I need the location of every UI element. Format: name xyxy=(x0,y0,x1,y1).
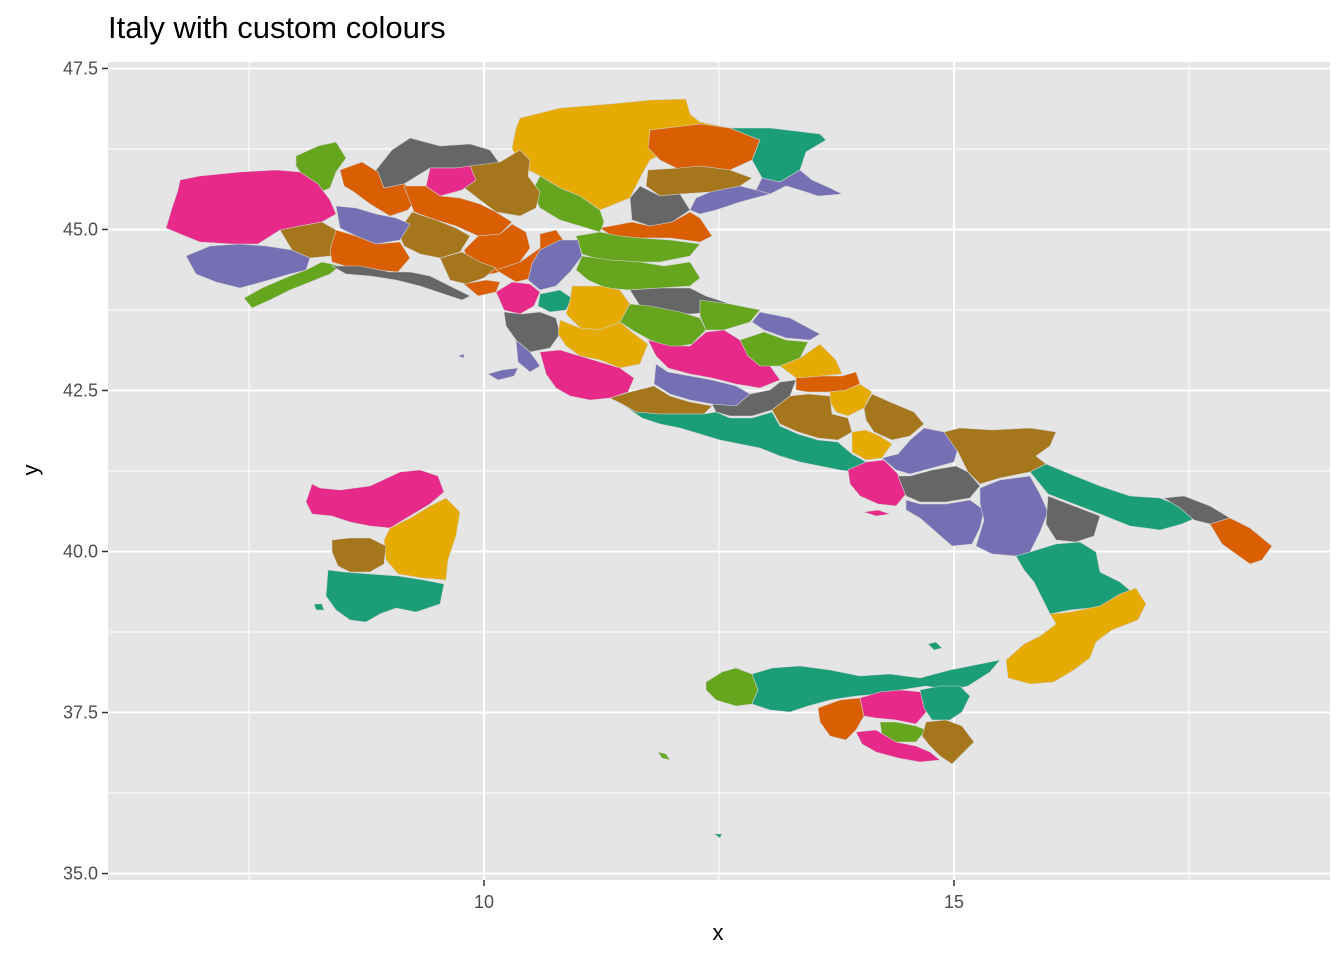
y-tick-label: 42.5 xyxy=(63,380,98,400)
y-axis-title: y xyxy=(18,465,43,476)
chart-title: Italy with custom colours xyxy=(108,10,446,45)
region-messina-catania xyxy=(919,685,971,721)
region-lecce xyxy=(1209,517,1273,565)
axes: 10 15 35.0 37.5 40.0 42.5 45.0 47.5 xyxy=(63,58,964,912)
region-bologna xyxy=(527,239,583,291)
y-tick-label: 40.0 xyxy=(63,542,98,562)
region-biella-vercelli xyxy=(335,205,411,245)
region-genova xyxy=(330,265,471,301)
y-tick-label: 45.0 xyxy=(63,219,98,239)
region-liguria-imperia xyxy=(243,261,341,309)
y-tick-label: 37.5 xyxy=(63,703,98,723)
region-massa-lucca xyxy=(495,281,541,315)
region-ragusa xyxy=(855,729,941,763)
region-foggia xyxy=(943,427,1057,485)
region-matera xyxy=(1045,495,1101,543)
region-pisa xyxy=(503,311,561,353)
region-la-spezia xyxy=(463,279,501,297)
region-roma-latina xyxy=(621,403,867,473)
y-tick-label: 35.0 xyxy=(63,864,98,884)
region-siracusa xyxy=(921,719,975,765)
x-tick-label: 10 xyxy=(474,892,494,912)
region-cagliari xyxy=(325,569,445,623)
region-perugia xyxy=(647,329,781,389)
region-caltanissetta xyxy=(859,689,929,725)
region-livorno xyxy=(515,339,541,373)
island-giglio xyxy=(457,353,465,359)
region-avellino xyxy=(897,465,981,503)
region-nuoro xyxy=(383,497,461,581)
region-brescia xyxy=(461,149,541,217)
region-grosseto xyxy=(539,349,635,401)
island-elba xyxy=(487,367,519,381)
island-asinara xyxy=(313,603,325,611)
island-pantelleria xyxy=(657,751,671,761)
region-salerno xyxy=(905,499,985,547)
region-catanzaro-reggio xyxy=(1005,587,1147,685)
x-tick-label: 15 xyxy=(944,892,964,912)
region-vicenza xyxy=(629,185,691,227)
island-aeolian xyxy=(927,641,943,651)
region-ravenna xyxy=(575,255,701,291)
x-axis-title: x xyxy=(713,920,724,945)
region-venezia xyxy=(689,185,772,215)
region-pesaro xyxy=(699,299,761,331)
island-lampedusa xyxy=(713,833,723,839)
regions xyxy=(165,98,1273,839)
region-piacenza-parma xyxy=(439,251,497,285)
region-isernia xyxy=(851,429,893,461)
region-agrigento xyxy=(817,697,865,741)
region-rieti xyxy=(711,379,797,417)
region-prato xyxy=(537,289,573,313)
y-tick-label: 47.5 xyxy=(63,58,98,78)
region-oristano xyxy=(331,537,387,573)
region-campobasso xyxy=(863,393,925,441)
region-sassari xyxy=(305,469,445,529)
region-ancona xyxy=(751,311,821,341)
island-capri xyxy=(863,509,891,517)
region-napoli xyxy=(847,459,907,507)
region-laquila xyxy=(771,393,853,441)
